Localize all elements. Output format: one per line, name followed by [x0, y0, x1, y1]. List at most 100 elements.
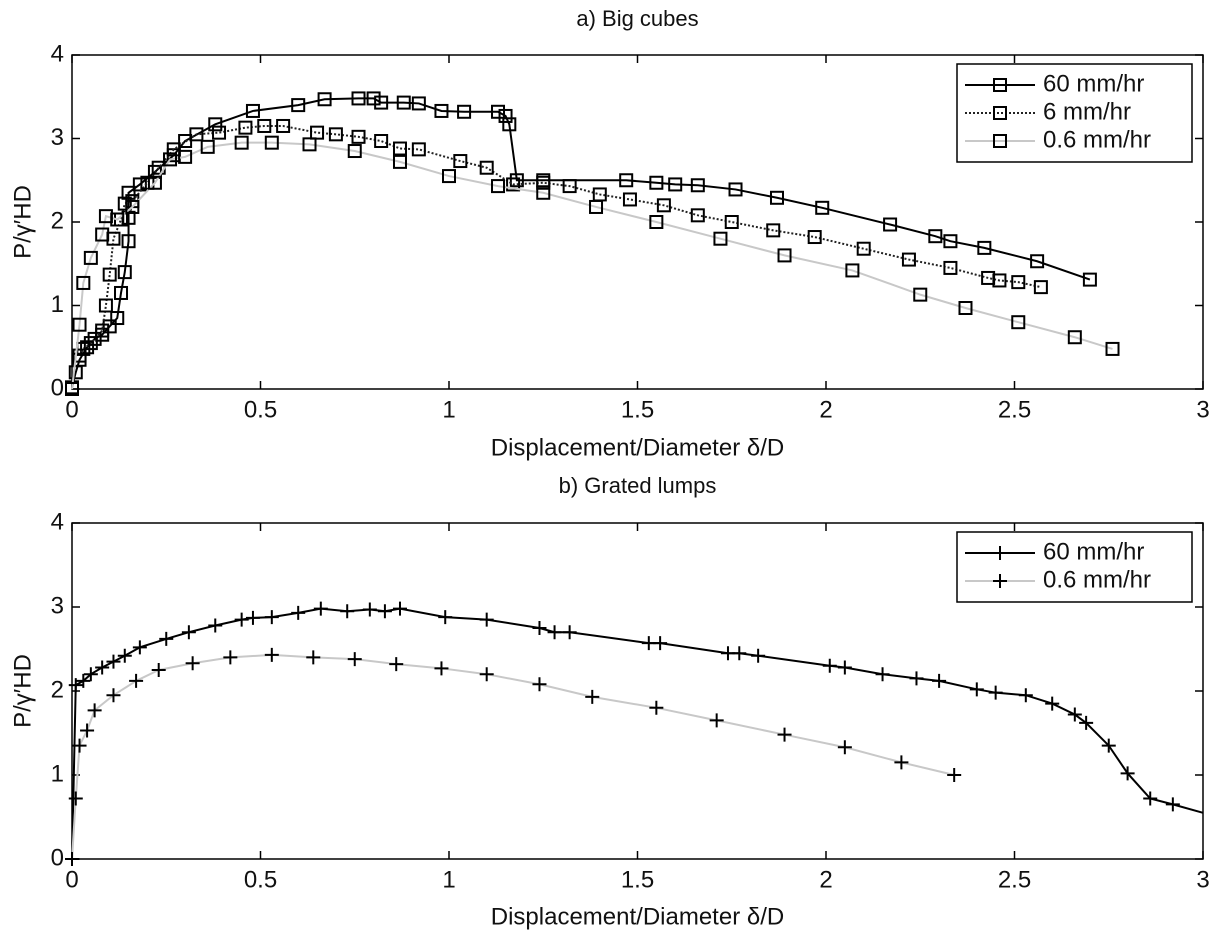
data-point	[264, 610, 279, 625]
data-point	[724, 215, 739, 229]
data-point	[95, 323, 110, 338]
data-point	[83, 667, 98, 682]
data-point	[1120, 766, 1135, 781]
data-point	[619, 173, 634, 188]
data-point	[479, 667, 494, 682]
legend-marker	[993, 546, 1007, 560]
data-point	[837, 660, 852, 675]
data-point	[68, 678, 83, 693]
data-point	[1011, 275, 1026, 290]
data-point	[65, 382, 79, 396]
data-point	[1079, 715, 1094, 730]
data-point	[234, 612, 249, 627]
legend-label: 60 mm/hr	[1043, 538, 1144, 565]
y-tick-label: 2	[51, 207, 64, 234]
data-point	[208, 618, 223, 633]
data-point	[189, 127, 204, 142]
data-point	[117, 265, 132, 280]
data-point	[562, 179, 577, 194]
data-point	[347, 652, 362, 667]
x-tick-label: 2.5	[998, 396, 1031, 423]
data-point	[102, 267, 117, 282]
data-point	[121, 234, 136, 249]
data-point	[1011, 315, 1026, 330]
data-point	[509, 173, 524, 188]
data-point	[185, 656, 200, 671]
data-point	[392, 141, 407, 156]
data-point	[442, 169, 456, 184]
data-point	[106, 688, 121, 703]
data-point	[98, 298, 113, 313]
data-point	[117, 648, 132, 663]
y-tick-label: 1	[51, 760, 64, 787]
series	[71, 97, 1091, 388]
data-point	[65, 852, 79, 866]
data-point	[668, 177, 683, 192]
data-point	[988, 685, 1003, 700]
data-point	[479, 612, 494, 627]
data-point	[875, 667, 890, 682]
data-point	[181, 625, 196, 640]
data-point	[457, 104, 472, 119]
data-point	[1030, 254, 1045, 269]
x-axis-label: Displacement/Diameter δ/D	[491, 903, 784, 930]
data-point	[257, 118, 272, 133]
data-point	[208, 117, 223, 132]
data-point	[238, 120, 253, 135]
data-point	[751, 648, 766, 663]
data-point	[536, 185, 551, 200]
data-point	[479, 160, 494, 175]
data-point	[351, 91, 366, 106]
y-tick-label: 2	[51, 676, 64, 703]
data-point	[392, 154, 407, 169]
series	[71, 141, 1113, 390]
y-tick-label: 0	[51, 374, 64, 401]
data-point	[166, 142, 181, 157]
legend-label: 0.6 mm/hr	[1043, 566, 1151, 593]
x-tick-label: 0.5	[244, 866, 277, 893]
data-point	[649, 175, 664, 190]
data-point	[909, 671, 924, 686]
data-point	[728, 182, 743, 197]
y-tick-label: 0	[51, 844, 64, 871]
data-point	[72, 317, 87, 332]
data-point	[106, 654, 121, 669]
data-point	[411, 142, 426, 157]
data-point	[291, 605, 306, 620]
data-point	[1082, 272, 1097, 287]
data-point	[562, 625, 577, 640]
data-point	[264, 135, 279, 150]
data-point	[969, 682, 984, 697]
data-point	[132, 640, 147, 655]
data-point	[302, 137, 317, 152]
data-point	[1067, 330, 1082, 345]
data-point	[901, 252, 916, 267]
data-point	[992, 273, 1007, 288]
data-point	[362, 602, 377, 617]
data-point	[958, 301, 973, 316]
data-point	[547, 625, 562, 640]
data-point	[396, 95, 411, 110]
data-point	[491, 179, 506, 194]
data-point	[815, 200, 830, 215]
series-line	[71, 653, 955, 860]
legend	[956, 63, 1193, 163]
x-tick-label: 2	[819, 866, 832, 893]
data-point	[291, 98, 306, 113]
data-point	[102, 319, 117, 334]
data-point	[589, 199, 604, 214]
data-point	[151, 663, 166, 677]
data-point	[732, 646, 747, 661]
x-tick-label: 1	[442, 866, 455, 893]
chart-title: b) Grated lumps	[559, 473, 717, 498]
data-point	[709, 713, 724, 728]
data-point	[340, 604, 355, 619]
legend-marker	[993, 78, 1007, 92]
legend-label: 6 mm/hr	[1043, 98, 1131, 125]
data-point	[947, 768, 962, 782]
data-point	[491, 104, 506, 119]
y-tick-label: 3	[51, 124, 64, 151]
data-point	[392, 601, 407, 616]
data-point	[72, 738, 87, 753]
